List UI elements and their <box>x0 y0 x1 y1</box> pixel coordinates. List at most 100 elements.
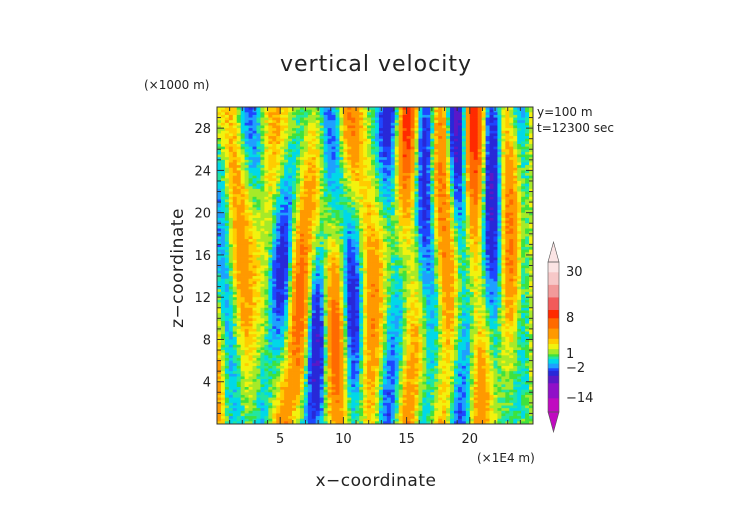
heat-cell <box>252 141 257 145</box>
heat-cell <box>339 387 344 391</box>
heat-cell <box>240 368 246 372</box>
heat-cell <box>335 228 340 232</box>
heat-cell <box>363 143 368 148</box>
heat-cell <box>248 265 253 269</box>
heat-cell <box>236 239 242 243</box>
heat-cell <box>367 186 372 190</box>
heat-cell <box>355 273 360 277</box>
heat-cell <box>339 120 344 124</box>
heat-cell <box>220 289 226 293</box>
heat-cell <box>331 297 336 301</box>
heat-cell <box>296 307 301 311</box>
heat-cell <box>375 270 380 274</box>
heat-cell <box>343 402 348 406</box>
heat-cell <box>375 318 380 322</box>
heat-cell <box>375 365 380 369</box>
heat-cell <box>359 130 364 134</box>
heat-cell <box>284 373 289 377</box>
heat-cell <box>288 239 293 243</box>
heat-cell <box>363 281 368 285</box>
heat-cell <box>363 379 368 383</box>
heat-cell <box>323 413 328 417</box>
heat-cell <box>363 120 368 124</box>
heat-cell <box>228 305 234 309</box>
heat-cell <box>323 344 328 348</box>
heat-cell <box>311 313 317 317</box>
heat-cell <box>339 109 344 113</box>
heat-cell <box>371 270 376 274</box>
heat-cell <box>347 320 352 325</box>
heat-cell <box>220 247 226 251</box>
heat-cell <box>355 363 360 367</box>
heat-cell <box>307 157 313 161</box>
heat-cell <box>315 165 321 169</box>
heat-cell <box>367 191 372 195</box>
heat-cell <box>272 260 277 264</box>
heat-cell <box>272 138 277 142</box>
heat-cell <box>268 249 273 253</box>
heat-cell <box>256 260 261 264</box>
heat-cell <box>252 136 257 140</box>
heat-cell <box>343 154 348 158</box>
heat-cell <box>264 220 269 224</box>
heat-cell <box>280 273 285 277</box>
heat-cell <box>276 326 281 330</box>
heat-cell <box>359 394 364 398</box>
heat-cell <box>232 241 238 245</box>
heat-cell <box>260 347 265 351</box>
heat-cell <box>284 342 289 346</box>
heat-cell <box>228 297 234 301</box>
heat-cell <box>220 410 226 414</box>
heat-cell <box>331 360 336 364</box>
heat-cell <box>280 416 285 420</box>
heat-cell <box>288 421 293 425</box>
heat-cell <box>296 299 301 303</box>
heat-cell <box>240 357 246 361</box>
heat-cell <box>268 268 273 272</box>
heat-cell <box>252 249 257 253</box>
heat-cell <box>303 363 309 367</box>
heat-cell <box>284 199 289 203</box>
heat-cell <box>240 151 246 155</box>
heat-cell <box>217 223 222 227</box>
heat-cell <box>217 276 222 280</box>
heat-cell <box>248 299 253 303</box>
heat-cell <box>343 350 348 354</box>
heat-cell <box>264 165 269 169</box>
heat-cell <box>268 265 273 269</box>
heat-cell <box>256 120 261 124</box>
heat-cell <box>375 350 380 354</box>
heat-cell <box>260 122 265 126</box>
heat-cell <box>228 400 234 404</box>
heat-cell <box>355 247 360 251</box>
heat-cell <box>367 228 372 232</box>
heat-cell <box>276 339 281 343</box>
heat-cell <box>284 360 289 364</box>
heat-cell <box>236 138 242 142</box>
heat-cell <box>323 376 328 380</box>
heat-cell <box>319 289 325 293</box>
heat-cell <box>363 273 368 277</box>
heat-cell <box>363 265 368 269</box>
heat-cell <box>371 188 376 192</box>
heat-cell <box>367 387 372 391</box>
heat-cell <box>363 289 368 293</box>
heat-cell <box>311 247 317 251</box>
heat-cell <box>303 268 309 272</box>
heat-cell <box>339 143 344 148</box>
heat-cell <box>248 410 253 414</box>
heat-cell <box>280 347 285 351</box>
heat-cell <box>220 188 226 192</box>
heat-cell <box>363 405 368 409</box>
heat-cell <box>355 231 360 235</box>
heat-cell <box>375 260 380 264</box>
heat-cell <box>327 244 332 248</box>
heat-cell <box>347 336 352 340</box>
heat-cell <box>244 128 249 132</box>
heat-cell <box>220 239 226 243</box>
heat-cell <box>236 405 242 409</box>
heat-cell <box>248 331 253 335</box>
heat-cell <box>343 162 348 166</box>
heat-cell <box>303 133 309 137</box>
heat-cell <box>307 397 313 401</box>
